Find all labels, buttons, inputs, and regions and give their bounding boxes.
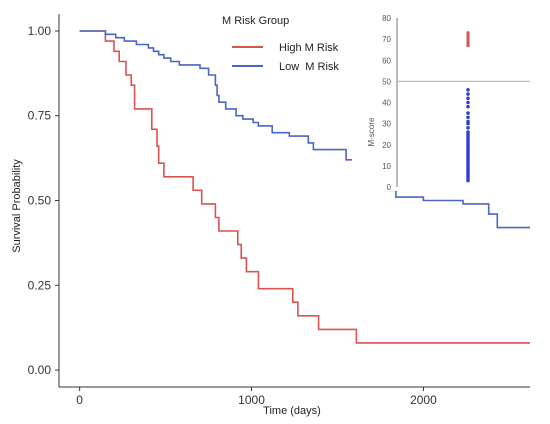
y-tick-label: 0.25 [28,278,52,292]
x-tick-label: 0 [76,393,83,407]
y-tick-labels: 0.00 0.25 0.50 0.75 1.00 [28,24,59,377]
x-tick-label: 2000 [410,393,437,407]
inset-tick-label: 50 [382,77,391,86]
inset-point-low [466,111,470,115]
legend-title: M Risk Group [222,15,289,27]
inset-point-low [466,130,470,134]
inset-point-high [466,31,470,35]
legend: M Risk Group High M Risk Low M Risk [222,15,339,73]
inset-tick-label: 70 [382,35,391,44]
inset-y-axis-label: M-score [367,117,376,146]
inset-point-low [466,100,470,105]
inset-tick-label: 20 [382,141,391,150]
survival-curve-high [79,30,530,344]
inset-point-high [466,43,470,47]
inset-background [352,5,530,191]
mscore-inset: 0 10 20 30 40 50 60 70 80 M-score [352,5,530,192]
y-tick-label: 0.50 [28,194,52,208]
y-axis-label: Survival Probability [11,159,23,253]
y-tick-label: 0.00 [28,363,52,377]
inset-point-high [466,39,470,43]
inset-point-high [466,41,470,45]
inset-point-low [466,88,470,92]
inset-point-low [466,126,470,130]
inset-point-high [466,37,470,41]
inset-point-low [466,104,470,109]
inset-points [466,31,470,183]
x-tick-label: 1000 [238,393,265,407]
inset-point-low [466,119,470,124]
legend-label-high: High M Risk [279,42,339,54]
inset-tick-labels: 0 10 20 30 40 50 60 70 80 [382,14,391,192]
inset-tick-label: 40 [382,99,391,108]
y-tick-label: 0.75 [28,109,52,123]
legend-label-low: Low M Risk [279,61,339,73]
inset-point-high [466,33,470,37]
inset-tick-label: 60 [382,56,391,65]
y-tick-label: 1.00 [28,24,52,38]
inset-tick-label: 0 [387,183,392,192]
inset-point-low [466,96,470,101]
inset-tick-label: 30 [382,120,391,129]
inset-tick-label: 80 [382,14,391,23]
inset-tick-label: 10 [382,162,391,171]
x-tick-labels: 0 1000 2000 [76,387,437,407]
x-axis-label: Time (days) [263,405,321,417]
inset-point-high [466,35,470,39]
inset-point-low [466,115,470,120]
inset-point-low [466,92,470,96]
